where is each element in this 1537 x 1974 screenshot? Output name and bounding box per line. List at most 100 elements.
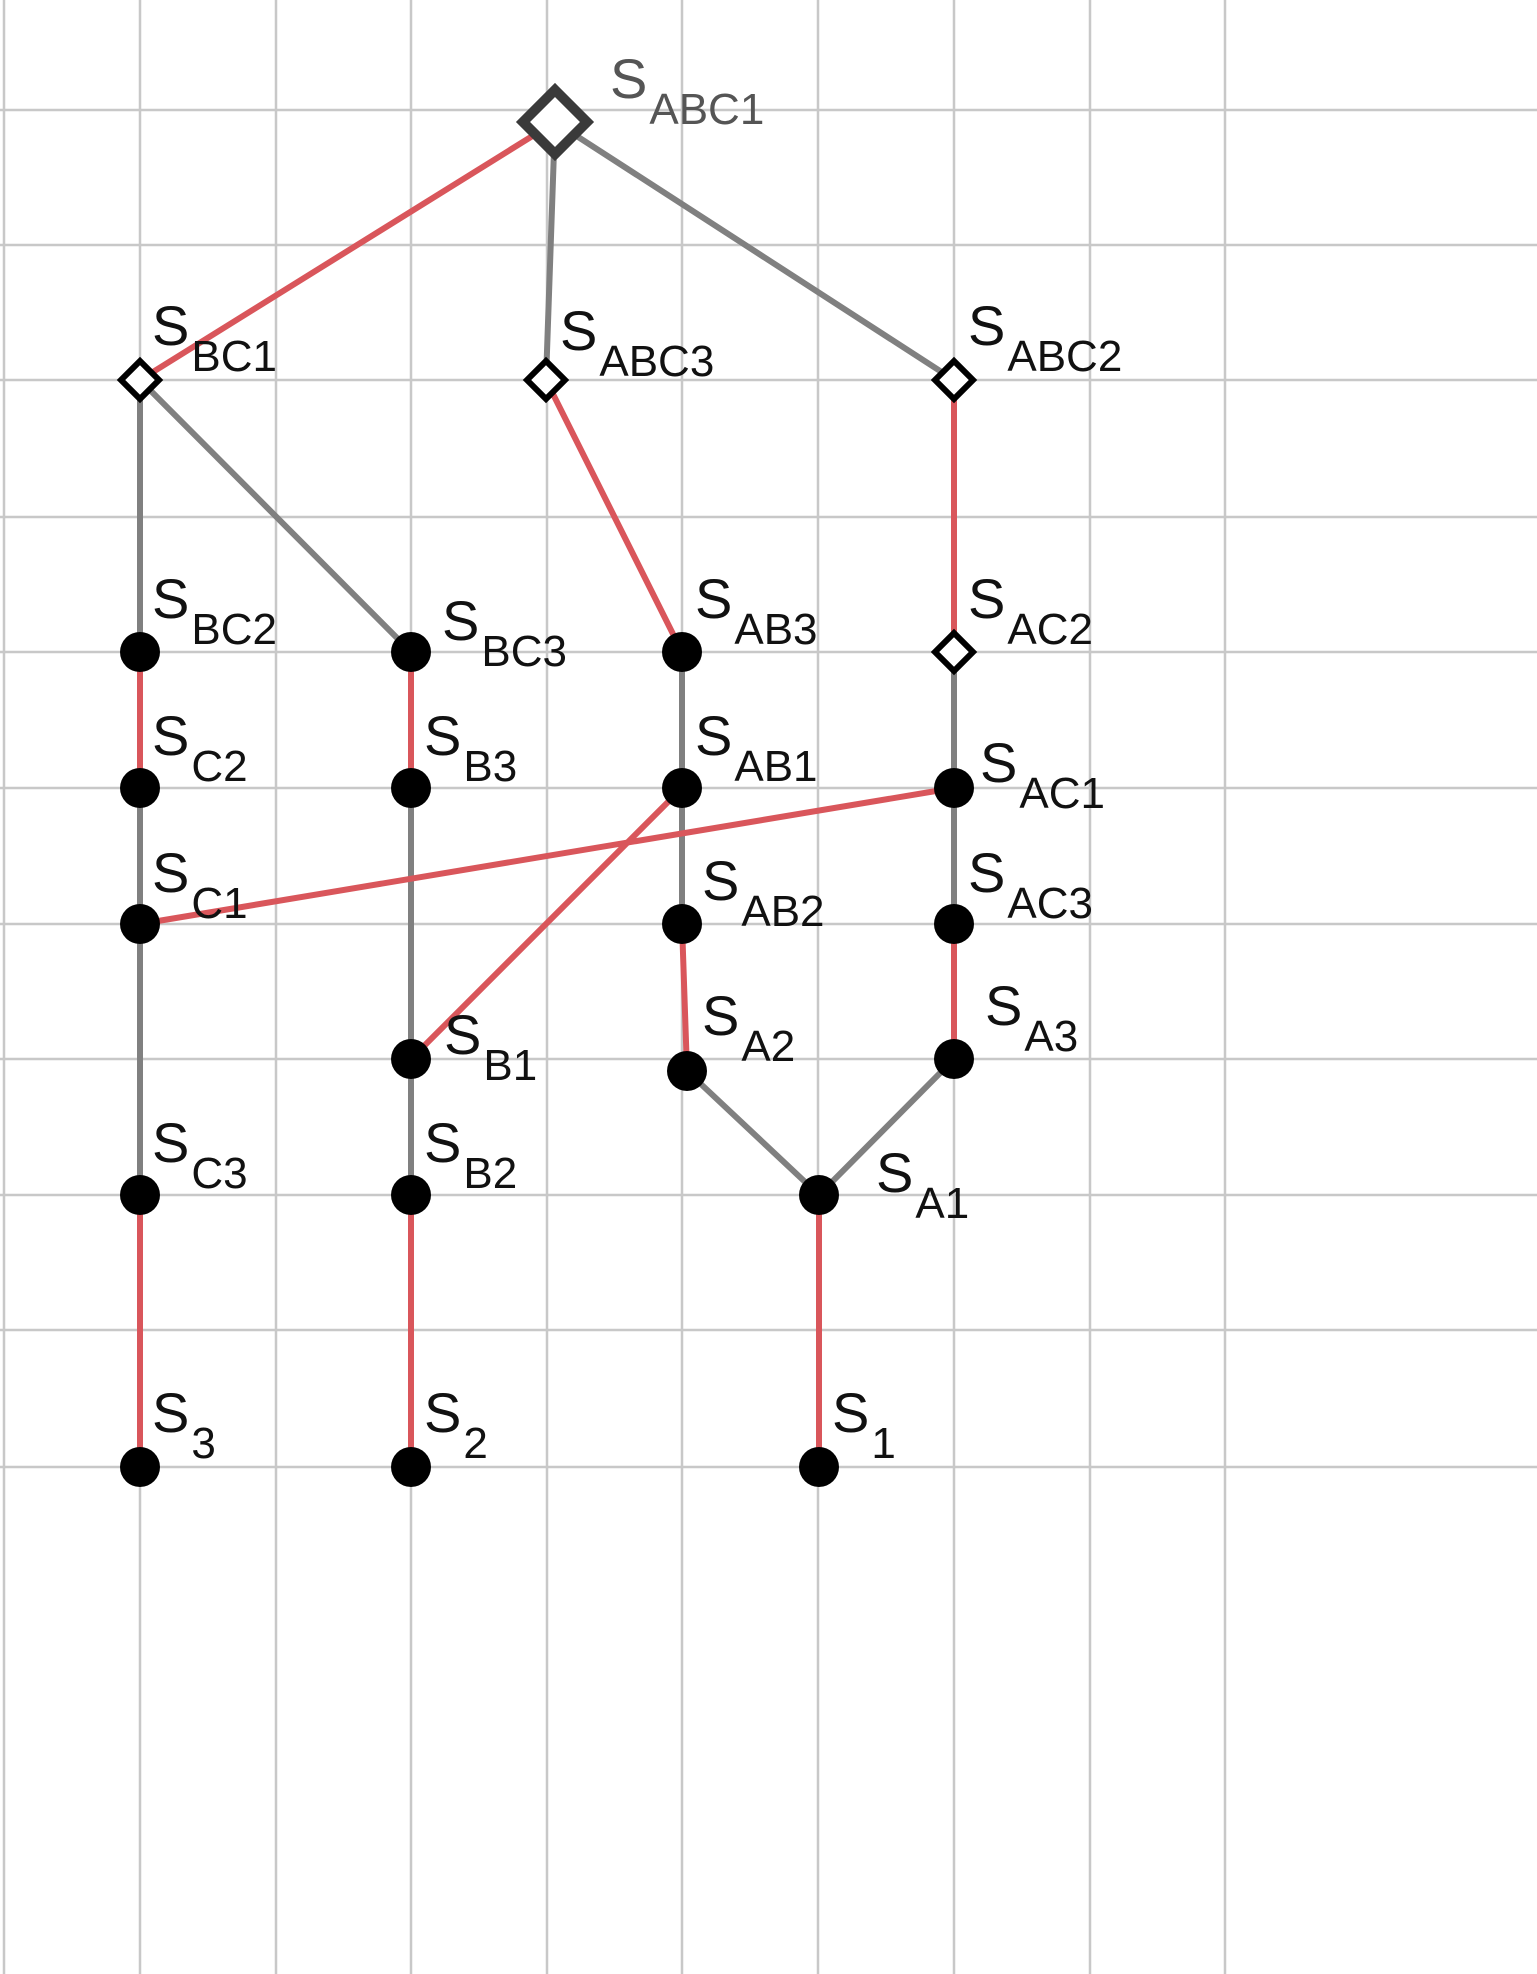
label-subscript: C3 (191, 1149, 247, 1198)
label-base: S (424, 1111, 461, 1174)
node-SAB3 (662, 632, 702, 672)
label-SAC2: SAC2 (968, 567, 1093, 654)
label-subscript: AB3 (734, 605, 817, 654)
label-subscript: AC3 (1007, 879, 1093, 928)
node-SAC2 (930, 628, 978, 676)
label-base: S (968, 294, 1005, 357)
label-base: S (152, 567, 189, 630)
label-subscript: AC2 (1007, 605, 1093, 654)
label-subscript: ABC2 (1007, 332, 1122, 381)
label-base: S (424, 704, 461, 767)
node-SC3 (120, 1175, 160, 1215)
label-base: S (968, 841, 1005, 904)
label-base: S (152, 294, 189, 357)
label-subscript: BC3 (481, 627, 567, 676)
label-S1: S1 (832, 1381, 896, 1468)
edge-SABC1-SBC1 (137, 119, 558, 383)
label-SC3: SC3 (152, 1111, 248, 1198)
label-base: S (695, 704, 732, 767)
node-SAC3 (934, 904, 974, 944)
node-SABC1 (515, 82, 595, 162)
label-subscript: AB2 (741, 887, 824, 936)
label-SBC3: SBC3 (442, 589, 567, 676)
node-SBC3 (391, 632, 431, 672)
label-SB3: SB3 (424, 704, 517, 791)
label-SABC3: SABC3 (560, 299, 714, 386)
label-SABC2: SABC2 (968, 294, 1122, 381)
label-subscript: ABC3 (599, 337, 714, 386)
edge-SA3-SA1 (816, 1056, 957, 1198)
node-S1 (799, 1447, 839, 1487)
label-subscript: 3 (191, 1419, 215, 1468)
label-base: S (610, 47, 647, 110)
node-SAC1 (934, 768, 974, 808)
label-base: S (985, 974, 1022, 1037)
label-SABC1: SABC1 (610, 47, 764, 134)
label-subscript: A2 (741, 1022, 795, 1071)
label-base: S (968, 567, 1005, 630)
label-base: S (152, 841, 189, 904)
label-SA1: SA1 (876, 1141, 969, 1228)
label-subscript: B3 (463, 742, 517, 791)
label-subscript: A3 (1024, 1012, 1078, 1061)
node-SB2 (391, 1175, 431, 1215)
label-subscript: BC1 (191, 332, 277, 381)
label-base: S (424, 1381, 461, 1444)
label-base: S (695, 567, 732, 630)
edge-SBC1-SBC3 (137, 377, 414, 655)
edge-SAB1-SB1 (408, 785, 685, 1062)
label-base: S (152, 1381, 189, 1444)
label-base: S (152, 704, 189, 767)
label-subscript: AB1 (734, 742, 817, 791)
label-subscript: ABC1 (649, 85, 764, 134)
label-base: S (444, 1003, 481, 1066)
label-SAC1: SAC1 (980, 731, 1105, 818)
label-subscript: C1 (191, 879, 247, 928)
node-SBC1 (116, 356, 164, 404)
label-subscript: B1 (483, 1041, 537, 1090)
node-SC1 (120, 904, 160, 944)
label-subscript: AC1 (1019, 769, 1105, 818)
node-SB3 (391, 768, 431, 808)
node-SAB2 (662, 904, 702, 944)
label-subscript: C2 (191, 742, 247, 791)
label-base: S (152, 1111, 189, 1174)
node-SA3 (934, 1039, 974, 1079)
label-SB1: SB1 (444, 1003, 537, 1090)
edges (137, 119, 957, 1470)
label-subscript: 1 (871, 1419, 895, 1468)
label-base: S (876, 1141, 913, 1204)
label-SA3: SA3 (985, 974, 1078, 1061)
node-SAB1 (662, 768, 702, 808)
label-SAC3: SAC3 (968, 841, 1093, 928)
label-SBC1: SBC1 (152, 294, 277, 381)
label-subscript: 2 (463, 1419, 487, 1468)
node-SB1 (391, 1039, 431, 1079)
node-SA2 (667, 1051, 707, 1091)
label-SAB3: SAB3 (695, 567, 818, 654)
label-SB2: SB2 (424, 1111, 517, 1198)
label-base: S (442, 589, 479, 652)
edge-SA2-SA1 (684, 1068, 822, 1198)
node-SABC2 (930, 356, 978, 404)
label-base: S (560, 299, 597, 362)
node-S3 (120, 1447, 160, 1487)
label-subscript: A1 (915, 1179, 969, 1228)
node-SBC2 (120, 632, 160, 672)
label-base: S (702, 984, 739, 1047)
label-S2: S2 (424, 1381, 488, 1468)
label-SC1: SC1 (152, 841, 248, 928)
edge-SABC3-SAB3 (543, 377, 685, 655)
node-SABC3 (522, 356, 570, 404)
edge-SABC1-SABC2 (552, 119, 957, 383)
label-base: S (832, 1381, 869, 1444)
edge-SAC1-SC1 (137, 785, 957, 927)
label-subscript: B2 (463, 1149, 517, 1198)
label-base: S (980, 731, 1017, 794)
node-S2 (391, 1447, 431, 1487)
label-SC2: SC2 (152, 704, 248, 791)
label-SAB2: SAB2 (702, 849, 825, 936)
